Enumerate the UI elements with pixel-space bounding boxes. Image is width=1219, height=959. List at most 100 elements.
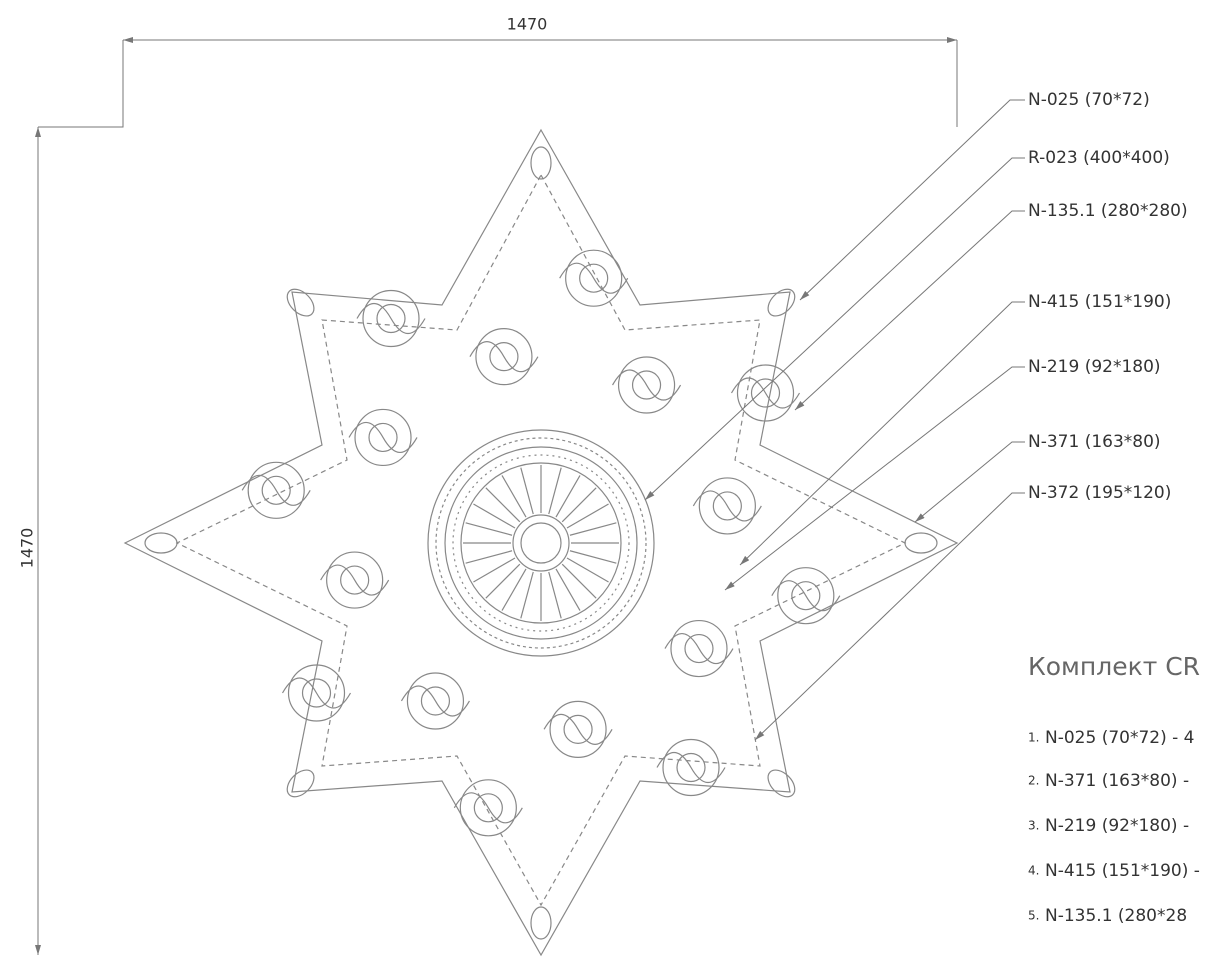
leaf xyxy=(320,564,390,596)
rosette-spoke xyxy=(465,522,513,536)
scroll xyxy=(563,714,593,744)
rosette-spoke xyxy=(485,487,521,523)
callout-label: N-219 (92*180) xyxy=(1028,357,1161,377)
scroll xyxy=(406,672,465,730)
finial xyxy=(286,769,315,798)
callout-label: N-415 (151*190) xyxy=(1028,292,1171,312)
callouts: N-025 (70*72) R-023 (400*400) N-135.1 (280… xyxy=(1028,90,1188,503)
callout-label: N-372 (195*120) xyxy=(1028,483,1171,503)
scroll xyxy=(791,581,821,611)
scroll xyxy=(247,461,305,519)
rosette-spoke xyxy=(473,557,516,583)
callout-label: N-025 (70*72) xyxy=(1028,90,1150,110)
scroll xyxy=(261,475,291,505)
scroll xyxy=(362,289,420,348)
scroll xyxy=(736,364,795,422)
scroll xyxy=(698,477,756,535)
scroll xyxy=(565,249,623,307)
finial xyxy=(286,288,315,317)
finial xyxy=(530,146,552,180)
rosette-spoke xyxy=(465,550,513,564)
item-number: 1. xyxy=(1028,731,1039,745)
dimension-lines xyxy=(35,37,958,955)
scroll xyxy=(684,633,714,664)
height-label: 1470 xyxy=(18,528,37,569)
leaf xyxy=(469,341,539,373)
scroll xyxy=(676,752,706,783)
scroll xyxy=(579,263,609,293)
scroll xyxy=(376,303,406,334)
leaf xyxy=(241,474,311,506)
item-text: N-219 (92*180) - xyxy=(1045,816,1189,836)
item-number: 3. xyxy=(1028,819,1039,833)
finial xyxy=(904,532,938,554)
rosette-spoke xyxy=(561,487,597,523)
leaf xyxy=(692,490,762,522)
item-text: N-415 (151*190) - xyxy=(1045,861,1200,881)
scroll xyxy=(340,565,370,595)
leaf xyxy=(559,262,629,294)
rosette-spoke xyxy=(485,563,521,599)
leaf xyxy=(281,677,352,709)
leader-lines xyxy=(644,99,1025,741)
rosette-spoke xyxy=(520,467,534,515)
item-number: 4. xyxy=(1028,864,1039,878)
leaf xyxy=(771,580,841,612)
leaf xyxy=(400,685,470,717)
leaf xyxy=(453,792,523,824)
leaf xyxy=(348,421,418,454)
leaf xyxy=(730,377,801,409)
rosette-spoke xyxy=(473,503,516,529)
callout-label: N-135.1 (280*280) xyxy=(1028,201,1188,221)
scroll xyxy=(368,422,398,453)
leaf xyxy=(543,713,613,745)
ornament xyxy=(123,128,959,957)
leaf xyxy=(656,751,726,784)
leaf xyxy=(612,369,682,401)
item-number: 2. xyxy=(1028,774,1039,788)
kit-list: 1. N-025 (70*72) - 4 2. N-371 (163*80) - 3. N… xyxy=(1028,728,1200,926)
item-text: N-135.1 (280*28 xyxy=(1045,906,1187,926)
finial xyxy=(767,769,796,798)
rosette-spoke xyxy=(555,475,581,518)
kit-title: Комплект CR xyxy=(1028,652,1200,681)
scroll xyxy=(670,619,728,678)
scroll xyxy=(617,356,676,414)
width-label: 1470 xyxy=(507,15,548,34)
scroll xyxy=(662,738,720,797)
rosette-spoke xyxy=(569,550,617,564)
rosette-spoke xyxy=(548,571,562,619)
rosette-spoke xyxy=(566,557,609,583)
callout-label: N-371 (163*80) xyxy=(1028,432,1161,452)
scroll xyxy=(301,678,332,708)
finial xyxy=(767,288,796,317)
rosette-spoke xyxy=(548,467,562,515)
scroll xyxy=(750,378,781,408)
finial xyxy=(530,906,552,940)
scroll xyxy=(287,664,346,722)
scroll xyxy=(712,491,742,521)
item-number: 5. xyxy=(1028,909,1039,923)
scroll xyxy=(354,408,412,467)
finial xyxy=(144,532,178,554)
leaf xyxy=(664,632,734,665)
scroll xyxy=(473,793,503,823)
leaf xyxy=(356,302,426,335)
scroll xyxy=(326,551,384,609)
rosette-spoke xyxy=(520,571,534,619)
rosette-spoke xyxy=(501,568,527,611)
scroll xyxy=(549,700,607,758)
scroll xyxy=(631,370,662,400)
callout-label: R-023 (400*400) xyxy=(1028,148,1170,168)
rosette-spoke xyxy=(501,475,527,518)
scroll xyxy=(777,567,835,625)
rosette-spoke xyxy=(561,563,597,599)
rosette-spoke xyxy=(566,503,609,529)
rosette-spoke xyxy=(569,522,617,536)
item-text: N-025 (70*72) - 4 xyxy=(1045,728,1195,748)
item-text: N-371 (163*80) - xyxy=(1045,771,1189,791)
scroll xyxy=(420,686,451,716)
scroll xyxy=(489,342,519,372)
